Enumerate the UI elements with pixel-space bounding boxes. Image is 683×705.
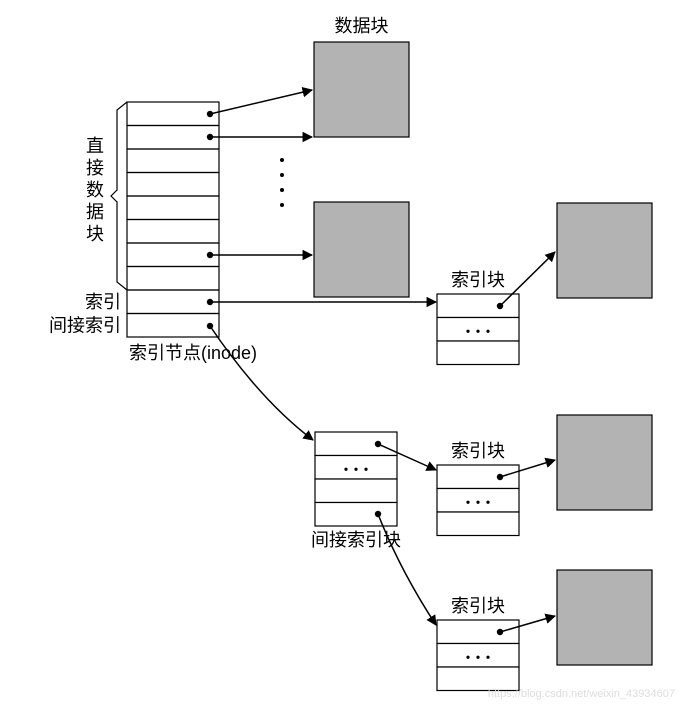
label-direct-data-block: 数 xyxy=(86,180,104,200)
ellipsis-dot xyxy=(476,330,479,333)
data-block xyxy=(557,203,652,298)
inode-row xyxy=(127,220,219,244)
direct-rows-bracket xyxy=(111,102,127,290)
inode-row xyxy=(127,102,219,126)
index-block-row xyxy=(437,489,519,513)
ellipsis-dot xyxy=(364,468,367,471)
pointer-arrow xyxy=(210,90,312,114)
ellipsis-dot xyxy=(486,656,489,659)
index-block-row xyxy=(315,479,397,503)
inode-row xyxy=(127,243,219,267)
label-direct-data-block: 块 xyxy=(86,224,104,244)
label-index-row: 索引 xyxy=(85,292,121,312)
index-block-row xyxy=(315,503,397,527)
label-data-block-header: 数据块 xyxy=(335,16,389,36)
inode-row xyxy=(127,196,219,220)
index-block-row xyxy=(437,512,519,536)
label-index_block: 索引块 xyxy=(451,441,505,461)
ellipsis-dot xyxy=(466,501,469,504)
label-indirect_index_block: 间接索引块 xyxy=(311,530,401,550)
index-block-row xyxy=(315,432,397,456)
ellipsis-dot xyxy=(486,330,489,333)
index-block-row xyxy=(437,465,519,489)
label-index_block: 索引块 xyxy=(451,596,505,616)
label-index_block: 索引块 xyxy=(451,270,505,290)
inode-row xyxy=(127,149,219,173)
label-direct-data-block: 接 xyxy=(86,158,104,178)
continuation-dot xyxy=(280,173,284,177)
data-block xyxy=(314,202,409,297)
index-block-row xyxy=(437,667,519,691)
inode-row xyxy=(127,173,219,197)
ellipsis-dot xyxy=(354,468,357,471)
label-indirect-row: 间接索引 xyxy=(49,315,121,335)
inode-row xyxy=(127,126,219,150)
inode-row xyxy=(127,290,219,314)
index-block-row xyxy=(437,294,519,318)
index-block-row xyxy=(437,341,519,365)
ellipsis-dot xyxy=(466,656,469,659)
index-block-row xyxy=(437,318,519,342)
ellipsis-dot xyxy=(486,501,489,504)
continuation-dot xyxy=(280,203,284,207)
data-block xyxy=(557,415,652,510)
label-inode-caption: 索引节点(inode) xyxy=(129,343,257,363)
inode-row xyxy=(127,267,219,291)
ellipsis-dot xyxy=(466,330,469,333)
continuation-dot xyxy=(280,188,284,192)
index-block-row xyxy=(437,644,519,668)
index-block-row xyxy=(315,456,397,480)
watermark: https://blog.csdn.net/weixin_43934607 xyxy=(488,688,675,700)
pointer-arrow xyxy=(500,252,555,306)
ellipsis-dot xyxy=(344,468,347,471)
ellipsis-dot xyxy=(476,501,479,504)
ellipsis-dot xyxy=(476,656,479,659)
inode-row xyxy=(127,314,219,338)
data-block xyxy=(557,570,652,665)
index-block-row xyxy=(437,620,519,644)
continuation-dot xyxy=(280,158,284,162)
label-direct-data-block: 据 xyxy=(86,202,104,222)
data-block xyxy=(314,42,409,137)
label-direct-data-block: 直 xyxy=(86,136,104,156)
